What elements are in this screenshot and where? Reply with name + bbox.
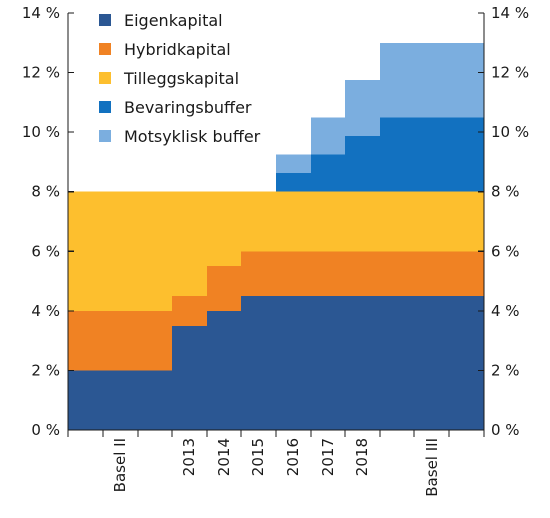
bar-segment-bevaringsbuffer-6 (311, 154, 345, 192)
bar-segment-eigenkapital-6 (311, 295, 345, 430)
bar-segment-tilleggskapital-1 (68, 191, 172, 311)
legend-swatch (99, 101, 111, 113)
x-category-label: 2015 (249, 438, 267, 476)
bar-segment-bevaringsbuffer-7 (345, 135, 380, 192)
x-category-label: 2017 (319, 438, 337, 476)
bar-segment-eigenkapital-5 (276, 295, 311, 430)
legend-label: Eigenkapital (124, 11, 223, 30)
bar-segment-tilleggskapital-4 (241, 191, 276, 252)
legend-label: Tilleggskapital (123, 69, 239, 88)
bar-segment-hybridkapital-1 (68, 310, 172, 371)
bar-segment-hybridkapital-7 (345, 251, 380, 296)
legend-label: Hybridkapital (124, 40, 231, 59)
bar-segment-hybridkapital-2 (172, 295, 207, 326)
bar-segment-eigenkapital-3 (207, 310, 241, 430)
bar-segment-eigenkapital-4 (241, 295, 276, 430)
x-category-label: Basel III (423, 438, 441, 497)
x-category-label: 2013 (180, 438, 198, 476)
y-tick-label-left: 4 % (31, 302, 60, 320)
y-tick-label-right: 4 % (491, 302, 520, 320)
x-category-label: 2016 (284, 438, 302, 476)
legend-label: Bevaringsbuffer (124, 98, 252, 117)
legend-swatch (99, 14, 111, 26)
bar-segment-eigenkapital-8 (380, 295, 484, 430)
bar-segment-hybridkapital-6 (311, 251, 345, 296)
legend-label: Motsyklisk buffer (124, 127, 261, 146)
y-tick-label-left: 8 % (31, 183, 60, 201)
y-tick-label-right: 12 % (491, 64, 529, 82)
y-tick-label-right: 2 % (491, 361, 520, 379)
bar-segment-motsyklisk-buffer-7 (345, 80, 380, 136)
y-tick-label-left: 12 % (22, 64, 60, 82)
bar-segment-tilleggskapital-5 (276, 191, 311, 252)
bar-segment-bevaringsbuffer-8 (380, 117, 484, 192)
legend-swatch (99, 43, 111, 55)
bar-segment-eigenkapital-1 (68, 370, 172, 430)
x-category-label: 2018 (353, 438, 371, 476)
bar-segment-bevaringsbuffer-5 (276, 173, 311, 192)
y-tick-label-right: 0 % (491, 421, 520, 439)
y-tick-label-left: 6 % (31, 242, 60, 260)
y-tick-label-right: 6 % (491, 242, 520, 260)
x-category-label: 2014 (215, 438, 233, 476)
bar-segment-tilleggskapital-7 (345, 191, 380, 252)
bar-segment-motsyklisk-buffer-8 (380, 42, 484, 118)
x-category-label: Basel II (111, 438, 129, 492)
bar-segment-eigenkapital-2 (172, 325, 207, 430)
legend-swatch (99, 72, 111, 84)
bar-segment-tilleggskapital-8 (380, 191, 484, 252)
bar-segment-hybridkapital-8 (380, 251, 484, 296)
y-tick-label-left: 10 % (22, 123, 60, 141)
y-tick-label-left: 2 % (31, 361, 60, 379)
bar-segment-motsyklisk-buffer-6 (311, 117, 345, 155)
bar-segment-tilleggskapital-2 (172, 191, 207, 296)
bar-segment-eigenkapital-7 (345, 295, 380, 430)
y-tick-label-left: 14 % (22, 4, 60, 22)
chart-bars (68, 42, 484, 430)
legend-swatch (99, 130, 111, 142)
y-tick-label-right: 8 % (491, 183, 520, 201)
bar-segment-tilleggskapital-6 (311, 191, 345, 252)
bar-segment-tilleggskapital-3 (207, 191, 241, 267)
y-tick-label-left: 0 % (31, 421, 60, 439)
chart-legend: Eigenkapital Hybridkapital Tilleggskapital… (99, 11, 261, 146)
bar-segment-hybridkapital-3 (207, 266, 241, 311)
chart-axes: 0 % 0 % 2 % 2 % 4 % 4 % 6 % 6 % 8 % 8 % 10 % 10 % 12… (22, 4, 529, 497)
bar-segment-motsyklisk-buffer-5 (276, 154, 311, 174)
y-tick-label-right: 14 % (491, 4, 529, 22)
y-tick-label-right: 10 % (491, 123, 529, 141)
bar-segment-hybridkapital-5 (276, 251, 311, 296)
bar-segment-hybridkapital-4 (241, 251, 276, 296)
